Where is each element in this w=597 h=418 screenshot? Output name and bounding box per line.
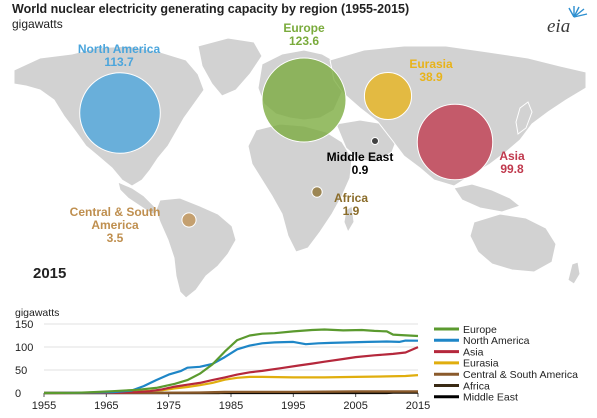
central-south-america-region-label: America	[91, 218, 139, 232]
europe-value-label: 123.6	[289, 34, 319, 48]
middle-east-bubble	[371, 137, 379, 145]
y-tick-label: 0	[15, 388, 21, 400]
south-america-land	[155, 197, 237, 299]
x-tick-label: 1955	[32, 400, 56, 412]
africa-bubble	[311, 186, 323, 198]
chart-axes: 0 50 100 150 1955 1965 1975 1985 1995 2005 2015	[15, 319, 430, 412]
y-axis-label: gigawatts	[15, 307, 59, 319]
logo-rays	[568, 6, 588, 18]
eurasia-bubble	[363, 71, 413, 121]
asia-series-line	[43, 346, 419, 395]
y-tick-label: 50	[15, 365, 27, 377]
central-south-america-value-label: 3.5	[107, 231, 124, 245]
middle-east-legend-label: Middle East	[463, 392, 518, 404]
x-tick-label: 1965	[94, 400, 118, 412]
map-year-label: 2015	[33, 265, 67, 282]
north-america-value-label: 113.7	[104, 55, 134, 69]
africa-value-label: 1.9	[343, 204, 360, 218]
chart-title: World nuclear electricity generating cap…	[12, 2, 410, 16]
africa-legend-label: Africa	[463, 380, 490, 392]
north-america-legend-label: North America	[463, 335, 530, 347]
x-tick-label: 2015	[406, 400, 430, 412]
greenland	[197, 37, 263, 97]
chart-subtitle: gigawatts	[12, 17, 63, 31]
x-tick-label: 1985	[219, 400, 243, 412]
africa-region-label: Africa	[334, 191, 368, 205]
europe-region-label: Europe	[283, 21, 325, 35]
central-south-america-legend-label: Central & South America	[463, 369, 578, 381]
europe-legend-label: Europe	[463, 324, 497, 336]
new-zealand	[567, 261, 581, 285]
chart-series-lines	[43, 328, 419, 395]
asia-bubble	[416, 103, 494, 181]
north-america-series-line	[43, 339, 419, 395]
middle-east-value-label: 0.9	[352, 163, 369, 177]
asia-value-label: 99.8	[500, 162, 524, 176]
north-america-region-label: North America	[78, 42, 161, 56]
europe-series-line	[43, 328, 419, 395]
chart-grid	[44, 323, 418, 394]
madagascar	[343, 205, 355, 234]
eia-logo: eia	[547, 6, 588, 35]
eurasia-region-label: Eurasia	[409, 57, 453, 71]
y-tick-label: 150	[15, 319, 33, 331]
middle-east-land	[335, 119, 399, 163]
asia-legend-label: Asia	[463, 346, 484, 358]
central-south-america-series-line	[43, 390, 418, 395]
europe-bubble	[261, 57, 347, 143]
central-south-america-bubble	[181, 212, 197, 228]
eurasia-legend-label: Eurasia	[463, 358, 499, 370]
asia-region-label: Asia	[499, 149, 525, 163]
eurasia-value-label: 38.9	[419, 70, 443, 84]
australia-land	[469, 213, 557, 273]
japan	[515, 101, 533, 135]
x-tick-label: 1975	[156, 400, 180, 412]
x-tick-label: 2005	[343, 400, 367, 412]
central-south-america-region-label: Central & South	[70, 205, 161, 219]
north-america-bubble	[79, 72, 161, 154]
y-tick-label: 100	[15, 342, 33, 354]
x-tick-label: 1995	[281, 400, 305, 412]
middle-east-region-label: Middle East	[327, 150, 394, 164]
central-america-land	[117, 181, 161, 215]
logo-text: eia	[547, 16, 570, 35]
southeast-asia-islands	[453, 183, 522, 213]
